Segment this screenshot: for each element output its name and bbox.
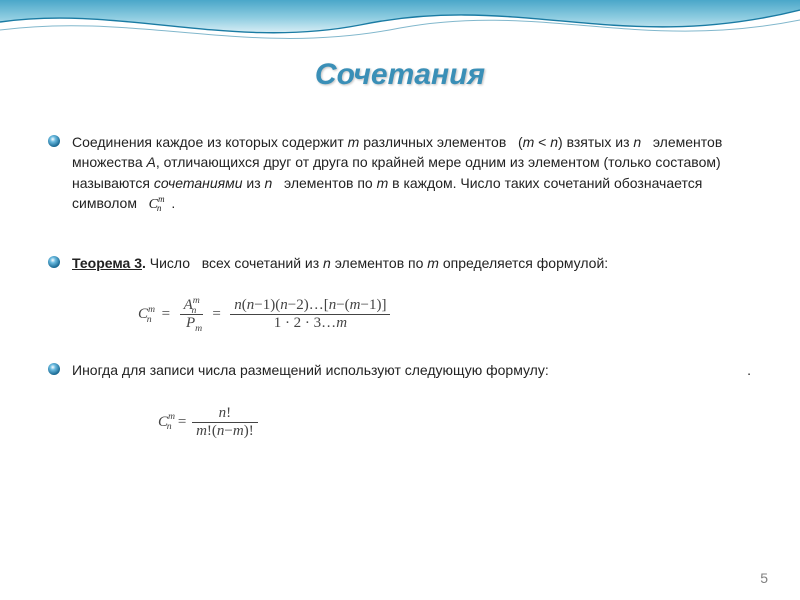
formula-alt: Cmn = n!m!(n−m)! [158, 405, 752, 440]
bullet-definition: Соединения каждое из которых содержит m … [48, 132, 752, 215]
bullet-alt-formula-text: Иногда для записи числа размещений испол… [48, 360, 752, 380]
page-number: 5 [760, 570, 768, 586]
slide-title: Сочетания [48, 58, 752, 92]
bullet-theorem: Теорема 3. Число всех сочетаний из n эле… [48, 253, 752, 273]
formula-main: Cmn = AmnPm = n(n−1)(n−2)…[n−(m−1)]1 · 2… [138, 297, 752, 332]
slide-body: Сочетания Соединения каждое из которых с… [0, 0, 800, 600]
